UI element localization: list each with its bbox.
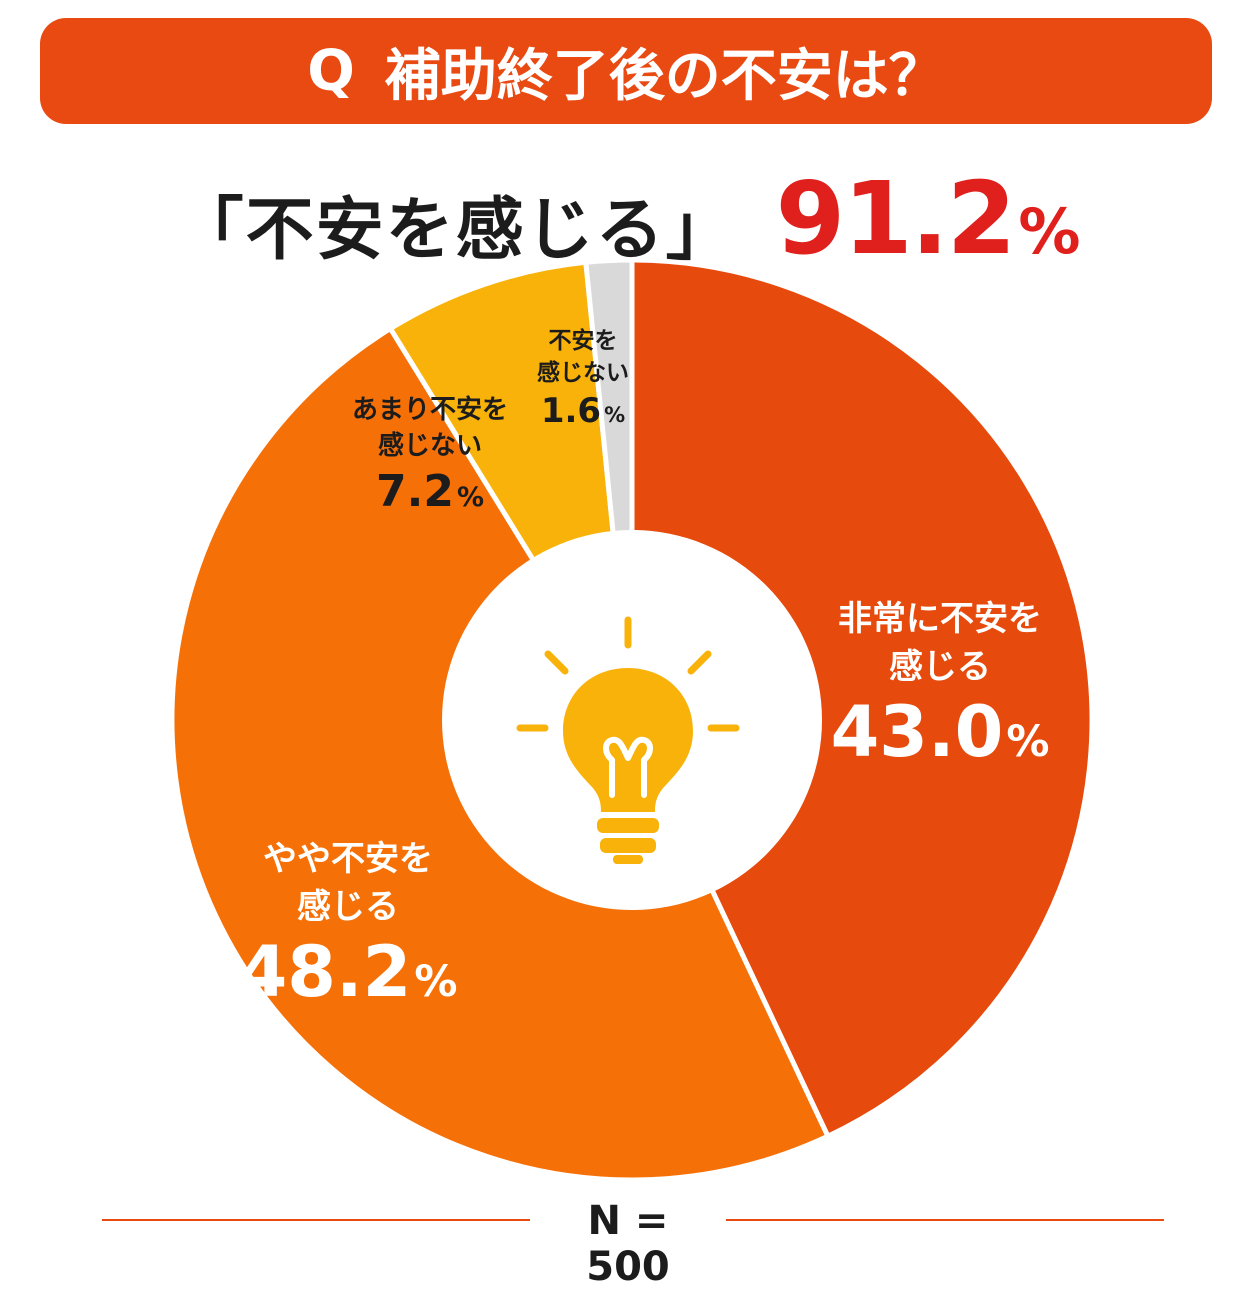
- slice-value-label: 1.6%: [541, 391, 625, 431]
- slice-value-label: 43.0%: [831, 691, 1050, 773]
- slice-category-label: 非常に不安を: [838, 599, 1042, 639]
- slice-unit: %: [414, 957, 457, 1007]
- headline-text: 「不安を感じる」: [175, 191, 736, 270]
- question-mark-label: Q: [307, 38, 355, 104]
- question-banner: Q 補助終了後の不安は？: [40, 18, 1212, 124]
- headline-unit: %: [1018, 195, 1080, 268]
- footer-divider-left: [102, 1219, 530, 1221]
- slice-unit: %: [1006, 717, 1049, 767]
- headline-percentage: 91.2%: [775, 160, 1081, 277]
- sample-size-label: N = 500: [586, 1198, 670, 1290]
- headline-value: 91.2: [775, 160, 1017, 277]
- slice-category-label: 感じる: [889, 647, 991, 687]
- slice-value: 7.2: [376, 466, 454, 517]
- headline: 「不安を感じる」 91.2%: [0, 160, 1254, 280]
- question-text: 補助終了後の不安は？: [384, 43, 945, 109]
- slice-category-label: 感じる: [297, 887, 399, 927]
- slice-unit: %: [457, 482, 484, 513]
- slice-very-anxious: [629, 257, 1095, 1139]
- slice-value: 48.2: [239, 931, 412, 1013]
- slice-value-label: 48.2%: [239, 931, 458, 1013]
- slice-value: 1.6: [541, 391, 601, 431]
- slice-labels: 非常に不安を感じる43.0%やや不安を感じる48.2%あまり不安を感じない7.2…: [239, 327, 1050, 1013]
- slice-category-label: 不安を: [549, 327, 618, 354]
- footer-divider-right: [726, 1219, 1164, 1221]
- slice-category-label: 感じない: [537, 359, 629, 386]
- slice-value-label: 7.2%: [376, 466, 484, 517]
- donut-chart: 非常に不安を感じる43.0%やや不安を感じる48.2%あまり不安を感じない7.2…: [172, 257, 1095, 1180]
- slice-category-label: 感じない: [378, 431, 482, 461]
- lightbulb-icon: [516, 616, 740, 864]
- slice-category-label: やや不安を: [263, 839, 433, 879]
- slice-value: 43.0: [831, 691, 1004, 773]
- slice-unit: %: [604, 403, 625, 427]
- slice-category-label: あまり不安を: [352, 395, 508, 425]
